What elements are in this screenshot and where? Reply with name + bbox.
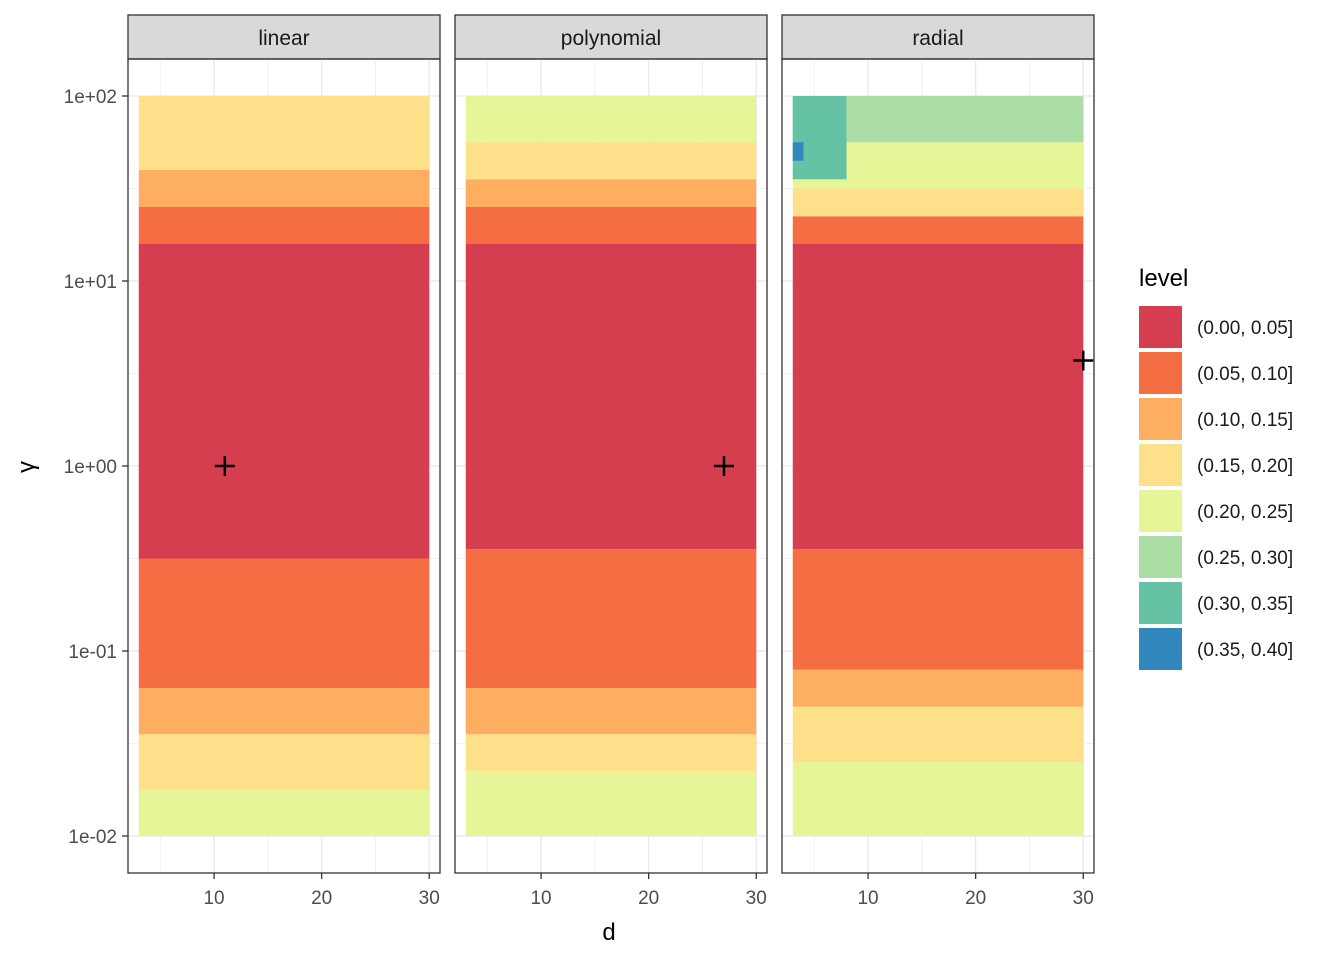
legend-key	[1139, 444, 1182, 486]
legend-label: (0.10, 0.15]	[1197, 410, 1293, 431]
optimum-marker	[214, 456, 235, 476]
legend-key	[1139, 490, 1182, 532]
contour-band	[465, 771, 757, 836]
y-tick-label: 1e+02	[64, 87, 117, 108]
legend-item: (0.25, 0.30]	[1139, 536, 1293, 578]
contour-band	[792, 142, 804, 161]
contour-band	[465, 207, 757, 244]
x-tick-label: 20	[311, 888, 332, 909]
panel-polynomial: polynomial 10 20 30	[454, 14, 768, 909]
legend-label: (0.15, 0.20]	[1197, 456, 1293, 477]
contour-band	[465, 688, 757, 735]
legend-label: (0.20, 0.25]	[1197, 502, 1293, 523]
legend-label: (0.30, 0.35]	[1197, 594, 1293, 615]
panel-radial: radial 10 20 30	[781, 14, 1095, 909]
panel-strip	[127, 14, 441, 60]
x-tick-label: 30	[419, 888, 440, 909]
panel-strip	[781, 14, 1095, 60]
y-tick-label: 1e-01	[68, 642, 117, 663]
legend-key	[1139, 306, 1182, 348]
panel-strip-label: polynomial	[561, 27, 661, 50]
contour-band	[792, 549, 1084, 670]
contour-band	[792, 706, 1084, 762]
contour-band	[138, 558, 430, 688]
contour-band	[792, 244, 1084, 550]
legend-label: (0.35, 0.40]	[1197, 640, 1293, 661]
x-tick-label: 20	[965, 888, 986, 909]
x-tick-label: 30	[746, 888, 767, 909]
legend-label: (0.25, 0.30]	[1197, 548, 1293, 569]
legend-item: (0.10, 0.15]	[1139, 398, 1293, 440]
y-axis-title: γ	[13, 461, 40, 473]
legend-item: (0.15, 0.20]	[1139, 444, 1293, 486]
contour-band	[792, 762, 1084, 836]
legend-key	[1139, 628, 1182, 670]
contour-band	[138, 207, 430, 244]
contour-bands	[138, 96, 430, 836]
legend-title: level	[1139, 265, 1188, 292]
legend-key	[1139, 582, 1182, 624]
contour-band	[792, 188, 1084, 217]
legend-key	[1139, 536, 1182, 578]
contour-band	[138, 170, 430, 207]
contour-band	[465, 244, 757, 550]
contour-bands	[465, 96, 757, 836]
contour-bands	[792, 96, 1084, 836]
contour-band	[792, 669, 1084, 707]
contour-band	[792, 96, 847, 180]
panel-border	[454, 58, 768, 874]
legend-item: (0.35, 0.40]	[1139, 628, 1293, 670]
x-tick-label: 10	[857, 888, 878, 909]
panel-linear: linear 10 20 30 1e-02 1e-01 1e+00 1e+01 1e+02	[64, 14, 441, 909]
optimum-marker	[1073, 350, 1094, 371]
panel-strip-label: linear	[258, 27, 309, 50]
panel-strip-label: radial	[912, 27, 963, 50]
y-tick-label: 1e-02	[68, 827, 117, 848]
contour-band	[465, 734, 757, 772]
x-tick-label: 10	[530, 888, 551, 909]
contour-band	[138, 96, 430, 170]
optimum-marker	[713, 456, 734, 476]
legend-item: (0.00, 0.05]	[1139, 306, 1293, 348]
contour-band	[138, 244, 430, 559]
legend-key	[1139, 352, 1182, 394]
y-tick-label: 1e+01	[64, 272, 117, 293]
y-tick-label: 1e+00	[64, 457, 117, 478]
legend-key	[1139, 398, 1182, 440]
x-tick-label: 10	[203, 888, 224, 909]
contour-band	[792, 216, 1084, 244]
contour-band	[138, 688, 430, 735]
legend-label: (0.00, 0.05]	[1197, 318, 1293, 339]
contour-band	[465, 179, 757, 207]
x-axis-title: d	[602, 919, 615, 946]
contour-band	[138, 734, 430, 790]
panel-border	[781, 58, 1095, 874]
contour-band	[138, 789, 430, 836]
contour-band	[465, 549, 757, 688]
x-tick-label: 20	[638, 888, 659, 909]
legend-item: (0.20, 0.25]	[1139, 490, 1293, 532]
x-tick-label: 30	[1073, 888, 1094, 909]
legend-item: (0.05, 0.10]	[1139, 352, 1293, 394]
contour-band	[465, 142, 757, 180]
legend-label: (0.05, 0.10]	[1197, 364, 1293, 385]
legend-item: (0.30, 0.35]	[1139, 582, 1293, 624]
contour-band	[465, 96, 757, 143]
legend: level (0.00, 0.05] (0.05, 0.10] (0.10, 0.1…	[1139, 265, 1293, 670]
